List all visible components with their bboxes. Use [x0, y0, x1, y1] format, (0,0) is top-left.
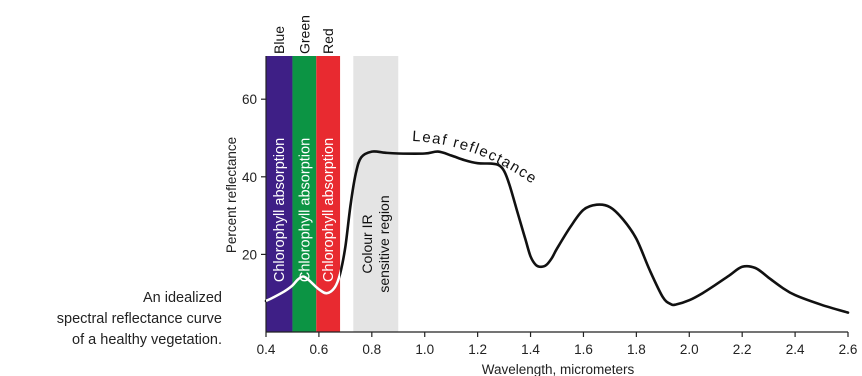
y-tick-label: 20 — [242, 247, 257, 262]
x-tick-label: 2.2 — [733, 342, 752, 357]
chart-annotations: Chlorophyll absorption Blue Chlorophyll ab… — [271, 15, 392, 293]
band-label: Colour IRsensitive region — [359, 195, 392, 292]
curve-label: Leaf reflectance — [412, 128, 541, 188]
caption-line: An idealized — [143, 290, 222, 306]
band-rect — [266, 56, 293, 332]
band-rect — [292, 56, 317, 332]
y-axis-label: Percent reflectance — [224, 137, 239, 253]
x-tick-label: 0.6 — [310, 342, 329, 357]
x-tick-label: 1.6 — [574, 342, 593, 357]
x-tick-label: 1.0 — [415, 342, 434, 357]
y-tick-label: 60 — [242, 92, 257, 107]
band-rect — [316, 56, 341, 332]
leaf-reflectance-curve-in-bands — [266, 268, 341, 303]
x-tick-label: 0.8 — [362, 342, 381, 357]
caption-line: of a healthy vegetation. — [72, 332, 222, 348]
band-name: Green — [296, 15, 312, 54]
x-tick-label: 1.8 — [627, 342, 646, 357]
x-axis-label: Wavelength, micrometers — [482, 362, 635, 376]
x-tick-label: 0.4 — [257, 342, 276, 357]
x-tick-label: 2.6 — [839, 342, 858, 357]
band-label: Chlorophyll absorption — [297, 138, 313, 282]
chart-axes: 0.4 0.6 0.8 1.0 1.2 1.4 1.6 1.8 2.0 2.2 2.4 2.6 20 40… — [242, 56, 857, 357]
x-tick-label: 1.4 — [521, 342, 540, 357]
caption-line: spectral reflectance curve — [56, 311, 222, 327]
absorption-bands — [266, 56, 399, 332]
band-rect — [353, 56, 399, 332]
band-label: Chlorophyll absorption — [321, 138, 337, 282]
band-label: Chlorophyll absorption — [272, 138, 288, 282]
x-tick-label: 1.2 — [468, 342, 487, 357]
x-tick-label: 2.4 — [786, 342, 805, 357]
figure-caption: An idealized spectral reflectance curve … — [4, 288, 222, 351]
band-name: Blue — [271, 26, 287, 54]
band-name: Red — [320, 28, 336, 54]
y-tick-label: 40 — [242, 170, 257, 185]
x-tick-label: 2.0 — [680, 342, 699, 357]
